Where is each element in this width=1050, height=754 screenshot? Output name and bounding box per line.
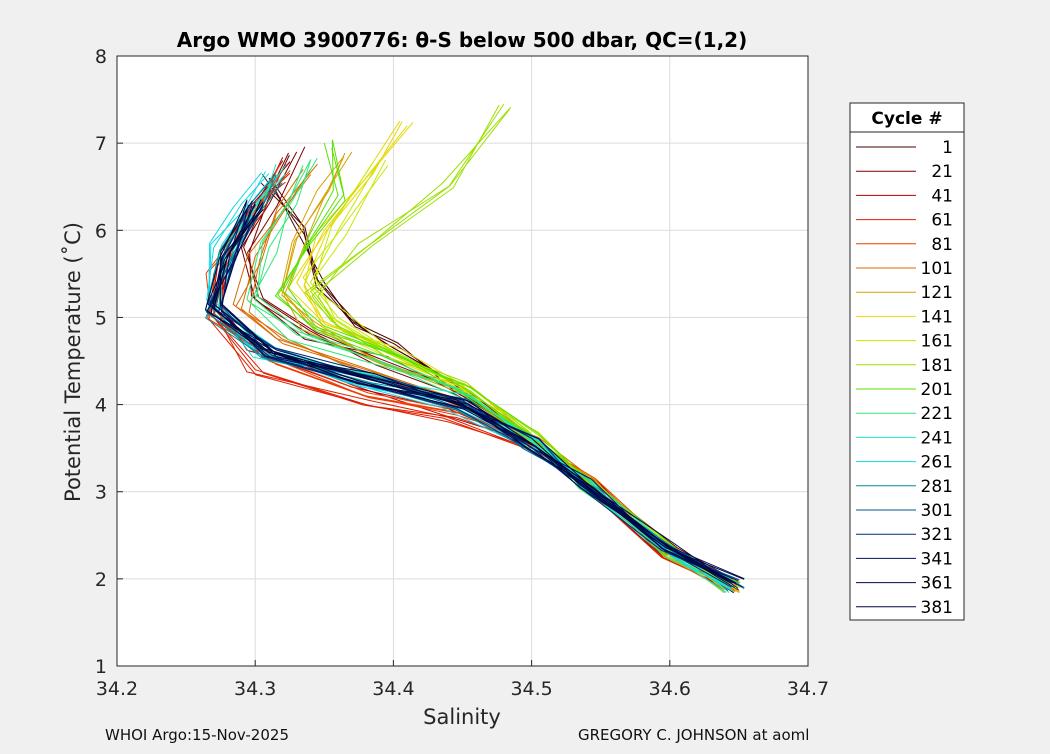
x-axis-label: Salinity xyxy=(423,705,501,729)
x-tick-label: 34.5 xyxy=(510,678,552,700)
chart-title: Argo WMO 3900776: θ-S below 500 dbar, QC… xyxy=(177,28,747,52)
x-tick-label: 34.2 xyxy=(96,678,138,700)
legend-label-201: 201 xyxy=(921,380,953,400)
legend-items: 1214161811011211411611812012212412612813… xyxy=(856,138,953,618)
y-tick-label: 2 xyxy=(95,569,107,591)
legend-label-361: 361 xyxy=(921,574,953,594)
x-tick-label: 34.6 xyxy=(649,678,691,700)
series-line-221 xyxy=(246,165,731,588)
y-tick-label: 5 xyxy=(95,307,107,329)
legend-label-321: 321 xyxy=(921,525,953,545)
legend-label-281: 281 xyxy=(921,477,953,497)
legend-label-141: 141 xyxy=(921,307,953,327)
legend-label-341: 341 xyxy=(921,549,953,569)
y-tick-label: 4 xyxy=(95,395,107,417)
y-tick-label: 7 xyxy=(95,133,107,155)
legend-label-221: 221 xyxy=(921,404,953,424)
y-tick-label: 6 xyxy=(95,220,107,242)
legend-label-181: 181 xyxy=(921,356,953,376)
footer-left: WHOI Argo:15-Nov-2025 xyxy=(105,726,289,744)
legend-title: Cycle # xyxy=(871,109,942,129)
series-line-361 xyxy=(221,199,739,589)
legend-label-241: 241 xyxy=(921,428,953,448)
legend-label-21: 21 xyxy=(931,162,953,182)
legend-label-1: 1 xyxy=(942,138,953,158)
legend-label-61: 61 xyxy=(931,211,953,231)
legend: Cycle # 12141618110112114116118120122124… xyxy=(849,102,965,621)
series-line-381 xyxy=(205,199,735,589)
y-tick-label: 1 xyxy=(95,656,107,678)
legend-label-41: 41 xyxy=(931,186,953,206)
legend-label-81: 81 xyxy=(931,235,953,255)
plot-frame xyxy=(116,55,809,667)
x-tick-label: 34.4 xyxy=(372,678,414,700)
series-lines xyxy=(205,103,745,594)
y-tick-label: 3 xyxy=(95,482,107,504)
legend-label-161: 161 xyxy=(921,332,953,352)
legend-label-301: 301 xyxy=(921,501,953,521)
y-axis-label: Potential Temperature (˚C) xyxy=(61,222,85,502)
legend-label-101: 101 xyxy=(921,259,953,279)
y-tick-label: 8 xyxy=(95,46,107,68)
footer-right: GREGORY C. JOHNSON at aoml xyxy=(578,726,810,744)
series-line-381 xyxy=(210,201,731,582)
legend-label-121: 121 xyxy=(921,283,953,303)
axis-ticks: 34.2 34.3 34.4 34.5 34.6 34.7 1 2 3 4 5 6 7 8 xyxy=(95,46,829,700)
legend-label-261: 261 xyxy=(921,453,953,473)
legend-label-381: 381 xyxy=(921,598,953,618)
x-tick-label: 34.3 xyxy=(234,678,276,700)
x-tick-label: 34.7 xyxy=(787,678,829,700)
